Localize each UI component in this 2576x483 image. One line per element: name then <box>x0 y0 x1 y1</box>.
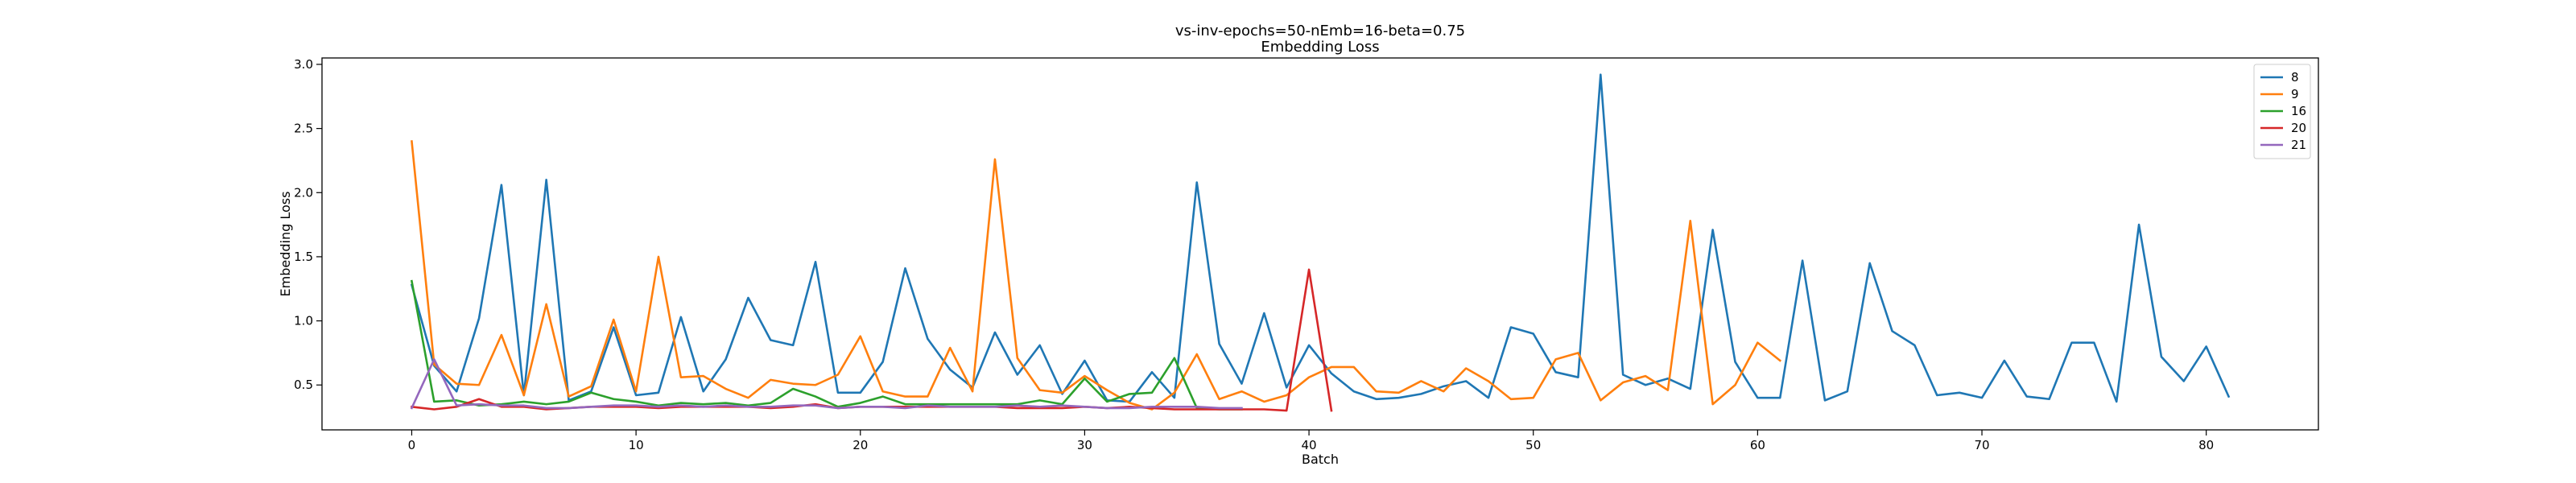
series-line-16 <box>410 279 1243 411</box>
x-tick-label: 40 <box>1302 438 1317 452</box>
x-tick-label: 30 <box>1077 438 1092 452</box>
legend-label-16: 16 <box>2291 104 2306 118</box>
chart-subtitle: Embedding Loss <box>1261 39 1379 56</box>
x-tick-label: 60 <box>1750 438 1765 452</box>
x-tick-label: 20 <box>852 438 868 452</box>
x-tick-label: 80 <box>2198 438 2214 452</box>
y-axis-label: Embedding Loss <box>278 192 293 297</box>
x-tick-label: 50 <box>1525 438 1541 452</box>
x-tick-label: 70 <box>1974 438 1989 452</box>
legend: 8 9 16 20 21 <box>2253 64 2311 159</box>
y-tick-label: 1.0 <box>294 314 313 328</box>
plot-frame <box>321 57 2319 431</box>
x-tick-label: 10 <box>629 438 644 452</box>
plot-area <box>410 73 2231 412</box>
y-tick-label: 1.5 <box>294 250 313 264</box>
legend-label-8: 8 <box>2291 70 2299 85</box>
legend-label-9: 9 <box>2291 87 2299 101</box>
legend-label-20: 20 <box>2291 121 2306 135</box>
chart-title: vs-inv-epochs=50-nEmb=16-beta=0.75 <box>1175 23 1465 39</box>
y-tick-label: 2.0 <box>294 185 313 200</box>
series-line-21 <box>410 358 1243 410</box>
x-tick-label: 0 <box>408 438 416 452</box>
x-axis: 0 10 20 30 40 50 60 70 80 <box>408 430 2214 452</box>
legend-label-21: 21 <box>2291 138 2306 152</box>
y-tick-label: 0.5 <box>294 378 313 392</box>
series-line-9 <box>411 140 1782 411</box>
y-tick-label: 2.5 <box>294 122 313 136</box>
x-axis-label: Batch <box>1302 452 1339 467</box>
y-tick-label: 3.0 <box>294 57 313 72</box>
y-axis: 0.5 1.0 1.5 2.0 2.5 3.0 <box>294 57 322 392</box>
series-line-8 <box>410 73 2231 403</box>
